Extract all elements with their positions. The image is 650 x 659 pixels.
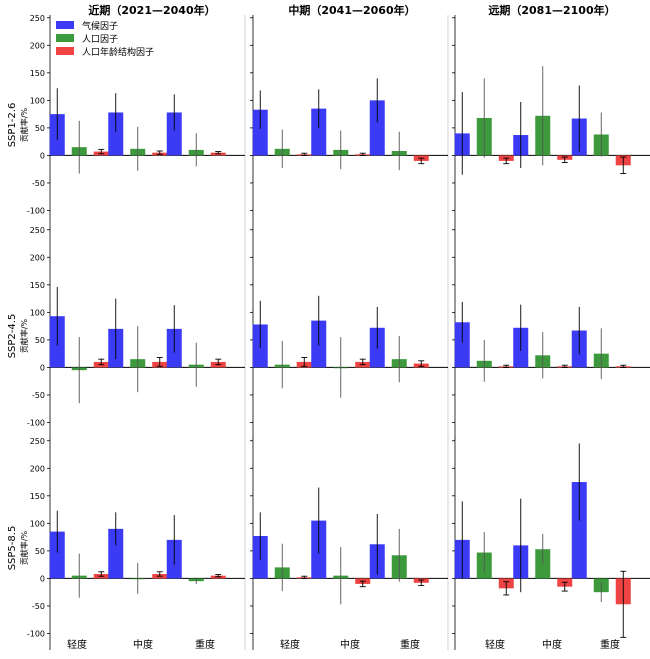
row-label-ssp245: SSP2-4.5: [7, 314, 18, 359]
legend-label-climate: 气候因子: [82, 20, 118, 32]
bar-ssp126-near-heavy-climate: [166, 112, 182, 156]
legend-swatch-age-structure: [56, 47, 74, 55]
y-tick-label: -50: [32, 179, 45, 188]
row-ylabel-2: 贡献率/%: [19, 318, 29, 353]
x-category-labels: 轻度 中度 重度 轻度 中度 重度 轻度 中度 重度: [67, 638, 620, 651]
panel-ssp585-far: [452, 438, 650, 650]
y-tick-label: 150: [30, 492, 45, 501]
panel-ssp245-mid: [250, 227, 449, 439]
y-tick-label: 0: [40, 574, 45, 583]
y-tick-label: 150: [30, 281, 45, 290]
bar-ssp585-near-moderate-climate: [108, 528, 124, 579]
panel-ssp245-near: -100 -50 0 50 100 150 200 250: [27, 226, 246, 439]
legend-swatch-climate: [56, 21, 74, 29]
x-label-col0-light: 轻度: [67, 638, 87, 651]
panel-ssp126-mid: [250, 15, 449, 227]
y-tick-label: 100: [30, 308, 45, 317]
y-tick-label: 50: [35, 336, 45, 345]
x-label-col1-light: 轻度: [280, 638, 300, 651]
x-label-col1-mid: 中度: [340, 638, 360, 651]
legend-label-population: 人口因子: [82, 34, 118, 45]
bar-ssp126-near-moderate-climate: [108, 112, 124, 156]
x-label-col2-light: 轻度: [485, 638, 505, 651]
y-tick-label: 200: [30, 253, 45, 262]
panel-ssp585-near: -100 -50 0 50 100 150 200 250: [27, 437, 246, 650]
y-tick-label: 50: [35, 547, 45, 556]
y-tick-label: -100: [27, 629, 45, 638]
bar-ssp126-mid-heavy-climate: [369, 100, 385, 156]
row-label-ssp126: SSP1-2.6: [7, 103, 18, 148]
x-label-col0-mid: 中度: [133, 638, 153, 651]
x-label-col1-heavy: 重度: [400, 638, 420, 651]
bar-ssp126-mid-light-climate: [252, 109, 268, 156]
legend: 气候因子 人口因子 人口年龄结构因子: [56, 20, 154, 58]
panel-ssp245-far: [452, 227, 650, 439]
row-ylabel-3: 贡献率/%: [19, 530, 29, 565]
panel-ssp126-near: -100 -50 0 50 100 150 200 250: [27, 14, 246, 227]
x-label-col2-heavy: 重度: [600, 638, 620, 651]
y-tick-label: 50: [35, 124, 45, 133]
x-label-col2-mid: 中度: [542, 638, 562, 651]
y-tick-label: -100: [27, 206, 45, 215]
y-tick-label: -50: [32, 602, 45, 611]
bar-ssp126-mid-moderate-climate: [311, 108, 327, 156]
legend-swatch-population: [56, 34, 74, 42]
column-title-near: 近期（2021—2040年）: [88, 3, 215, 17]
y-tick-label: -100: [27, 418, 45, 427]
column-title-mid: 中期（2041—2060年）: [288, 3, 415, 17]
panels: -100 -50 0 50 100 150 200 250 -100 -50 0 50 100 150 20…: [27, 14, 650, 650]
y-tick-label: 250: [30, 226, 45, 235]
x-label-col0-heavy: 重度: [195, 638, 215, 651]
y-tick-label: -50: [32, 391, 45, 400]
bar-ssp245-far-light-climate: [454, 322, 470, 368]
panel-ssp585-mid: [250, 438, 449, 650]
y-tick-label: 0: [40, 151, 45, 160]
y-tick-label: 250: [30, 14, 45, 23]
panel-ssp126-far: [452, 15, 650, 227]
y-tick-label: 100: [30, 96, 45, 105]
row-ylabel-1: 贡献率/%: [19, 107, 29, 142]
y-tick-label: 0: [40, 363, 45, 372]
y-tick-label: 250: [30, 437, 45, 446]
row-label-ssp585: SSP5-8.5: [7, 526, 18, 571]
y-tick-label: 100: [30, 519, 45, 528]
legend-label-age-structure: 人口年龄结构因子: [82, 46, 154, 58]
column-title-far: 远期（2081—2100年）: [488, 3, 615, 17]
y-tick-label: 200: [30, 464, 45, 473]
y-tick-label: 200: [30, 41, 45, 50]
bar-ssp585-near-light-climate: [49, 531, 65, 579]
bar-ssp585-far-heavy-climate: [571, 482, 587, 579]
y-tick-label: 150: [30, 69, 45, 78]
